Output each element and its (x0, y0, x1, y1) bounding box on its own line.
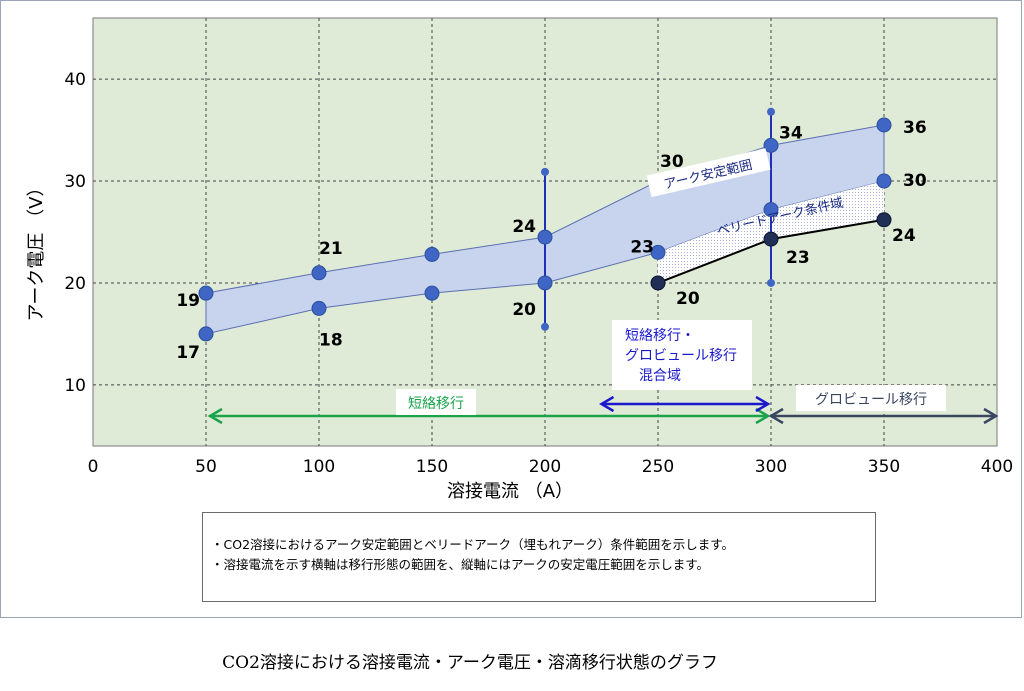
data-label: 19 (176, 291, 200, 311)
y-tick-label: 30 (64, 172, 86, 192)
mode-label-short-circuit: 短絡移行 (408, 396, 464, 412)
range-end-marker (541, 322, 549, 331)
data-point (876, 173, 892, 189)
data-label: 30 (903, 171, 927, 191)
mode-label-bg (796, 385, 946, 411)
x-tick-label: 250 (642, 457, 674, 477)
range-end-marker (541, 167, 549, 176)
data-point (763, 202, 779, 218)
range-end-marker (767, 107, 775, 116)
mode-label-bg (612, 320, 752, 390)
y-tick-label: 40 (64, 70, 86, 90)
mode-arrow-head (755, 407, 771, 425)
axes: 0 50 100 150 200 250 300 350 400 10 20 30 40 (64, 70, 1013, 477)
y-tick-label: 10 (64, 376, 86, 396)
data-label: 23 (630, 237, 654, 257)
x-tick-label: 0 (88, 457, 99, 477)
x-tick-label: 100 (303, 457, 335, 477)
data-point (198, 285, 214, 301)
notes-box: ・CO2溶接におけるアーク安定範囲とベリードアーク（埋もれアーク）条件範囲を示し… (202, 512, 876, 602)
note-line: ・溶接電流を示す横軸は移行形態の範囲を、縦軸にはアークの安定電圧範囲を示します。 (211, 557, 710, 572)
data-label: 24 (512, 217, 536, 237)
data-label: 24 (892, 226, 916, 246)
data-label: 21 (319, 239, 343, 259)
x-tick-label: 50 (195, 457, 217, 477)
mode-arrow-head (599, 395, 615, 413)
data-label: 23 (786, 248, 810, 268)
x-tick-label: 350 (868, 457, 900, 477)
data-label: 30 (660, 152, 684, 172)
x-tick-label: 400 (981, 457, 1013, 477)
data-label: 17 (176, 343, 200, 363)
data-label: 34 (779, 123, 803, 143)
x-tick-label: 200 (529, 457, 561, 477)
data-point (650, 244, 666, 260)
data-point (876, 117, 892, 133)
data-point (537, 229, 553, 245)
mode-label-mixed-line: グロビュール移行 (625, 348, 737, 364)
y-tick-label: 20 (64, 274, 86, 294)
x-tick-label: 150 (416, 457, 448, 477)
mode-label-mixed-line: 混合域 (625, 368, 681, 384)
figure-caption: CO2溶接における溶接電流・アーク電圧・溶滴移行状態のグラフ (222, 653, 718, 673)
note-line: ・CO2溶接におけるアーク安定範囲とベリードアーク（埋もれアーク）条件範囲を示し… (211, 537, 735, 552)
data-label: 18 (319, 330, 343, 350)
mode-arrow-head (755, 395, 771, 413)
data-point (537, 275, 553, 291)
x-axis-label: 溶接電流 （A） (447, 481, 573, 502)
range-end-marker (767, 278, 775, 287)
data-point (763, 137, 779, 153)
x-tick-label: 300 (755, 457, 787, 477)
chart: 1917211824203023203423363024アーク安定範囲ベリードア… (26, 17, 1013, 502)
mode-label-bg (396, 389, 476, 415)
data-point (763, 231, 779, 247)
stable-range-label-bg (646, 148, 771, 198)
data-point (311, 265, 327, 281)
mode-arrow-head (983, 407, 999, 425)
data-point (198, 326, 214, 342)
data-point (876, 212, 892, 228)
mode-arrow-head (207, 407, 223, 425)
y-axis-label: アーク電圧 （V） (26, 179, 47, 322)
mode-arrow-head (768, 407, 784, 425)
data-point (650, 275, 666, 291)
data-label: 20 (512, 300, 536, 320)
data-point (424, 285, 440, 301)
data-point (311, 300, 327, 316)
data-label: 20 (676, 289, 700, 309)
mode-label-mixed-line: 短絡移行・ (625, 328, 695, 344)
mode-label-globular: グロビュール移行 (815, 392, 927, 408)
data-point (424, 246, 440, 262)
data-label: 36 (903, 118, 927, 138)
